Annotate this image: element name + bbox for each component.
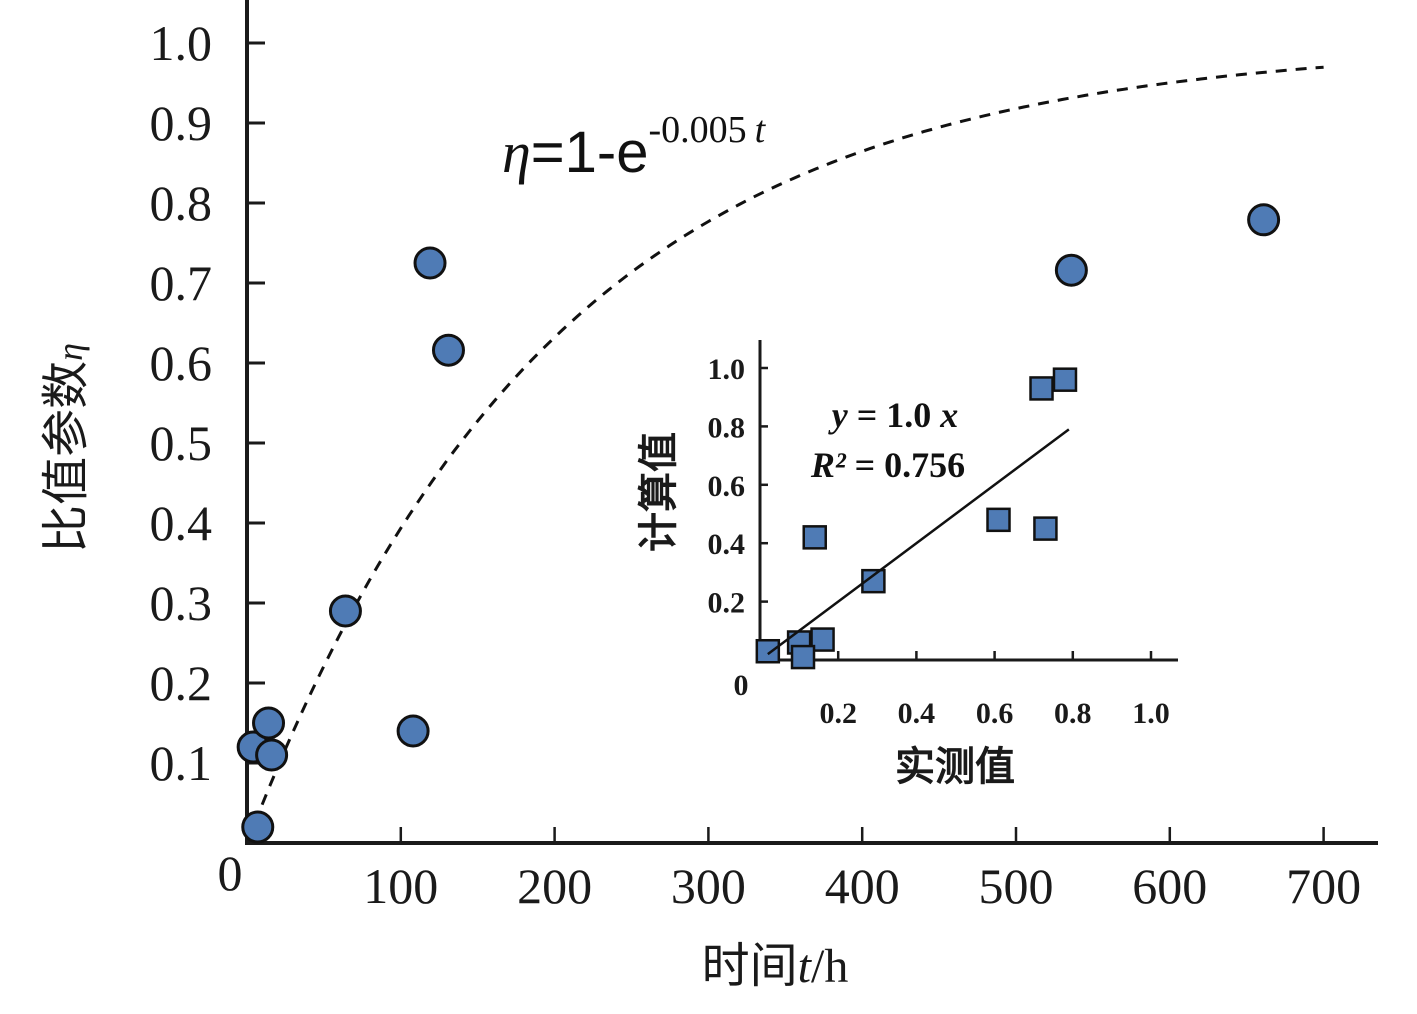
main-y-tick-label: 0.1 — [150, 735, 213, 791]
main-y-ticks: 0.1 0.2 0.3 0.4 0.5 0.6 0.7 0.8 0.9 1.0 — [150, 15, 265, 791]
inset-y-ticks: 0.2 0.4 0.6 0.8 1.0 — [708, 353, 768, 620]
main-y-tick-label: 0.4 — [150, 495, 213, 551]
main-x-tick-label: 400 — [825, 858, 900, 914]
inset-data-point — [802, 525, 827, 550]
inset-y-tick-label: 0.6 — [708, 470, 746, 503]
inset-r2-var: R² — [810, 445, 847, 485]
main-chart: 0.1 0.2 0.3 0.4 0.5 0.6 0.7 0.8 0.9 1.0 100 200 300… — [38, 0, 1378, 994]
inset-origin-label: 0 — [734, 669, 749, 702]
main-data-point — [241, 810, 275, 844]
inset-data-point — [1029, 376, 1054, 401]
inset-equation-x: x — [939, 395, 958, 435]
main-data-point — [252, 706, 286, 740]
inset-x-tick-label: 0.8 — [1054, 697, 1092, 730]
inset-data-point — [1052, 367, 1078, 392]
main-data-point — [413, 246, 447, 280]
inset-y-tick-label: 1.0 — [708, 353, 746, 386]
main-x-axis-title-prefix: 时间 — [702, 938, 798, 994]
main-x-axis-title-suffix: /h — [811, 940, 848, 993]
main-y-tick-label: 0.7 — [150, 255, 213, 311]
inset-x-tick-label: 0.2 — [819, 697, 857, 730]
main-y-tick-label: 1.0 — [150, 15, 213, 71]
main-data-point — [1247, 203, 1281, 237]
main-y-axis-title-prefix: 比值参数 — [38, 361, 94, 553]
inset-x-ticks: 0.2 0.4 0.6 0.8 1.0 — [819, 651, 1170, 730]
main-data-point — [431, 333, 465, 367]
fit-equation-lhs: η — [502, 120, 531, 185]
main-x-tick-label: 300 — [671, 858, 746, 914]
inset-x-tick-label: 0.6 — [976, 697, 1014, 730]
main-data-point — [255, 738, 289, 772]
main-y-tick-label: 0.8 — [150, 175, 213, 231]
inset-r2-label: R² = 0.756 — [810, 445, 965, 485]
inset-data-point — [810, 627, 835, 652]
main-x-tick-label: 500 — [979, 858, 1054, 914]
main-x-tick-label: 200 — [517, 858, 592, 914]
main-y-tick-label: 0.6 — [150, 335, 213, 391]
main-x-axis-title-var: t — [798, 940, 813, 993]
inset-data-point — [790, 644, 816, 670]
main-y-tick-label: 0.5 — [150, 415, 213, 471]
main-data-point — [396, 714, 430, 748]
main-x-axis-title: 时间t/h — [702, 938, 849, 994]
main-y-axis-title: 比值参数η — [38, 343, 94, 553]
inset-data-point — [755, 638, 781, 664]
fit-equation-label: η=1-e-0.005 t — [502, 109, 767, 185]
inset-data-point — [986, 507, 1011, 533]
main-y-tick-label: 0.3 — [150, 575, 213, 631]
main-x-ticks: 100 200 300 400 500 600 700 — [363, 827, 1361, 914]
inset-x-tick-label: 0.4 — [898, 697, 936, 730]
inset-chart: 0.2 0.4 0.6 0.8 1.0 0.2 0.4 0.6 0.8 1.0 0 y = 1.… — [636, 340, 1178, 790]
main-data-points — [236, 203, 1281, 844]
inset-x-tick-label: 1.0 — [1132, 697, 1170, 730]
fit-equation-exponent-var: t — [755, 109, 767, 151]
inset-y-axis-title: 计算值 — [636, 432, 682, 552]
fit-equation-exponent: -0.005 — [648, 109, 746, 151]
main-y-axis-title-var: η — [50, 343, 90, 361]
main-x-tick-label: 600 — [1132, 858, 1207, 914]
inset-equation-rest: = 1.0 — [848, 395, 941, 435]
inset-y-tick-label: 0.4 — [708, 528, 746, 561]
inset-data-point — [1033, 516, 1058, 541]
inset-equation-y: y — [828, 395, 849, 435]
main-fit-curve — [253, 65, 1324, 824]
inset-equation-line1: y = 1.0 x — [828, 395, 959, 435]
main-data-point — [328, 594, 362, 628]
main-data-point — [1054, 253, 1088, 287]
inset-y-tick-label: 0.8 — [708, 411, 746, 444]
main-x-tick-label: 100 — [363, 858, 438, 914]
inset-y-tick-label: 0.2 — [708, 587, 746, 620]
main-x-tick-label: 700 — [1286, 858, 1361, 914]
inset-r2-value: = 0.756 — [846, 445, 966, 485]
main-y-tick-label: 0.2 — [150, 655, 213, 711]
inset-data-points — [755, 367, 1078, 670]
main-y-tick-label: 0.9 — [150, 95, 213, 151]
inset-fit-line — [767, 428, 1070, 656]
inset-x-axis-title: 实测值 — [895, 744, 1015, 790]
fit-equation-mid: =1-e — [531, 120, 649, 185]
inset-data-point — [861, 568, 886, 594]
main-origin-label: 0 — [218, 845, 243, 901]
